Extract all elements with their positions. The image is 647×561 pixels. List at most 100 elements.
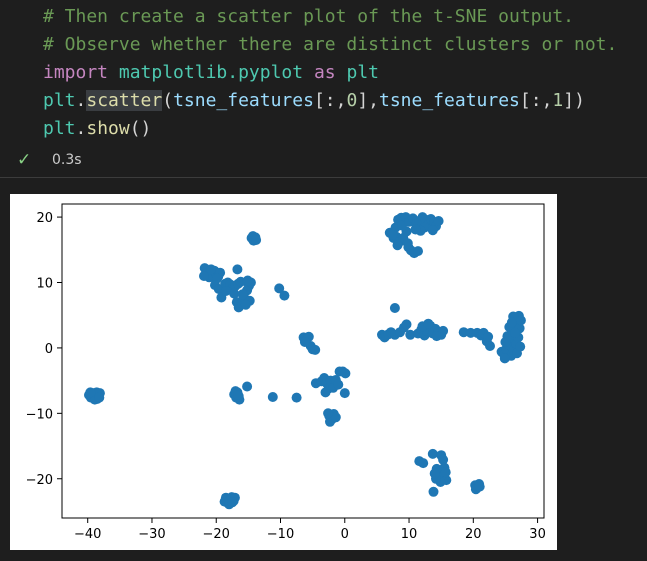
code-token: tsne_features — [173, 90, 314, 111]
y-tick-label: 20 — [36, 211, 53, 226]
x-tick-label: 30 — [529, 527, 546, 542]
scatter-point — [474, 481, 485, 492]
plot-area-frame — [61, 203, 545, 519]
scatter-point — [267, 392, 278, 402]
scatter-point — [428, 486, 439, 497]
scatter-point — [242, 381, 253, 392]
scatter-plot-output: −40 −30 −20 −10 0 10 20 30 −20 −10 0 10 20 — [10, 194, 557, 550]
y-tick-label: −10 — [26, 407, 53, 422]
x-tick-label: −40 — [74, 527, 101, 542]
scatter-point — [483, 331, 494, 342]
code-line-5[interactable]: plt.show() — [43, 115, 151, 142]
code-token: scatter — [86, 90, 163, 111]
scatter-point — [427, 225, 438, 236]
x-tick-label: 0 — [341, 527, 349, 542]
code-token: plt — [43, 118, 76, 139]
scatter-point — [418, 458, 429, 469]
scatter-point — [405, 329, 416, 340]
x-tick-label: −10 — [267, 527, 294, 542]
scatter-point — [237, 289, 248, 300]
y-tick-label: 10 — [36, 277, 53, 292]
scatter-point — [94, 392, 105, 403]
scatter-point — [427, 448, 438, 459]
code-token — [336, 62, 347, 83]
scatter-point — [251, 235, 262, 245]
scatter-point — [299, 337, 310, 347]
scatter-point — [232, 264, 243, 275]
code-token: ( — [162, 90, 174, 111]
scatter-point — [506, 317, 517, 328]
code-token: 1 — [552, 90, 564, 111]
scatter-point — [401, 319, 412, 330]
scatter-point — [199, 271, 209, 281]
scatter-point — [220, 286, 231, 296]
scatter-point — [279, 290, 290, 301]
scatter-point — [333, 379, 344, 390]
y-tick-label: 0 — [45, 342, 53, 357]
code-token: . — [75, 118, 87, 139]
code-token: tsne_features — [379, 90, 520, 111]
checkmark-icon: ✓ — [17, 150, 32, 170]
scatter-point — [392, 240, 403, 251]
scatter-point — [402, 238, 413, 249]
code-token: ]) — [563, 90, 585, 111]
code-token: as — [313, 62, 336, 83]
code-token: () — [129, 118, 152, 139]
scatter-point — [510, 327, 521, 338]
scatter-point — [515, 315, 526, 326]
code-line-2[interactable]: # Observe whether there are distinct clu… — [43, 31, 617, 58]
code-line-1[interactable]: # Then create a scatter plot of the t-SN… — [43, 3, 574, 30]
x-tick-label: −30 — [138, 527, 165, 542]
x-tick-label: 20 — [465, 527, 482, 542]
scatter-point — [387, 229, 398, 240]
scatter-point — [240, 299, 251, 310]
code-line-4[interactable]: plt.scatter(tsne_features[:,0],tsne_feat… — [43, 87, 585, 114]
code-token: [:, — [313, 90, 347, 111]
code-token: [:, — [519, 90, 553, 111]
scatter-point — [413, 246, 423, 257]
scatter-point — [500, 337, 511, 347]
scatter-point — [85, 387, 96, 398]
scatter-point — [310, 344, 321, 355]
scatter-point — [320, 387, 331, 398]
scatter-point — [323, 408, 334, 419]
code-token: 0 — [346, 90, 358, 111]
scatter-point — [423, 318, 434, 329]
scatter-point — [340, 368, 351, 379]
y-tick-label: −20 — [26, 473, 53, 488]
scatter-point — [431, 331, 442, 342]
code-token: ], — [357, 90, 379, 111]
code-token: plt — [346, 62, 379, 83]
code-token: # Observe whether there are distinct clu… — [43, 34, 618, 55]
scatter-point — [438, 454, 449, 465]
x-tick-label: 10 — [401, 527, 418, 542]
code-token: plt — [43, 90, 76, 111]
cell-status-bar: ✓ 0.3s — [0, 145, 647, 178]
code-token — [303, 62, 314, 83]
scatter-point — [485, 341, 495, 351]
code-token: . — [75, 90, 87, 111]
scatter-points — [84, 212, 526, 510]
code-token — [108, 62, 119, 83]
code-token: show — [86, 118, 130, 139]
code-line-3[interactable]: import matplotlib.pyplot as plt — [43, 59, 379, 86]
code-cell[interactable]: # Then create a scatter plot of the t-SN… — [0, 0, 647, 145]
scatter-point — [410, 224, 421, 235]
code-token: # Then create a scatter plot of the t-SN… — [43, 6, 575, 27]
scatter-point — [440, 467, 451, 478]
scatter-point — [429, 468, 440, 479]
scatter-point — [242, 275, 253, 286]
scatter-chart: −40 −30 −20 −10 0 10 20 30 −20 −10 0 10 20 — [26, 203, 546, 542]
scatter-point — [339, 388, 350, 399]
scatter-point — [433, 216, 444, 226]
code-token: import — [43, 62, 109, 83]
scatter-point — [499, 353, 510, 364]
scatter-point — [291, 392, 302, 403]
scatter-point — [206, 264, 217, 275]
scatter-point — [274, 283, 285, 294]
execution-time: 0.3s — [52, 152, 82, 168]
scatter-point — [229, 288, 240, 299]
y-axis: −20 −10 0 10 20 — [26, 211, 62, 488]
scatter-point — [227, 497, 238, 508]
scatter-point — [515, 341, 526, 352]
